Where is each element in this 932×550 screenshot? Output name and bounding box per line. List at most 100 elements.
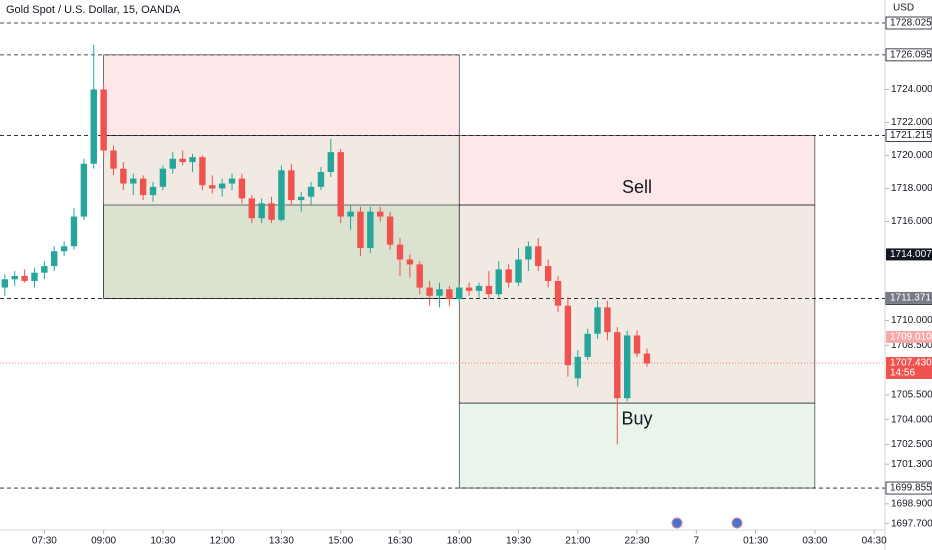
candle-body [179, 158, 186, 163]
candle-body [505, 269, 512, 283]
x-tick-label: 18:00 [447, 536, 472, 547]
candle-body [406, 259, 414, 265]
price-label: 1714.007 [890, 249, 932, 260]
candle-body [268, 203, 275, 220]
candle-body [80, 163, 88, 217]
candle-body [41, 266, 48, 273]
candle-body [584, 333, 591, 357]
level-label: 1699.855 [890, 483, 932, 494]
candle-body [218, 183, 226, 189]
x-tick-label: 07:30 [32, 536, 57, 547]
candle-body [307, 186, 315, 197]
candle-body [623, 335, 631, 399]
x-tick-label: 15:00 [328, 536, 353, 547]
level-label: 1728.025 [890, 18, 932, 29]
event-icon[interactable] [731, 517, 743, 529]
price-label: 1707.430 [890, 358, 932, 369]
annotation: Sell [622, 177, 652, 197]
currency: USD [893, 3, 914, 14]
zone [458, 135, 816, 206]
x-tick-label: 21:00 [565, 536, 590, 547]
candle-body [90, 89, 97, 164]
candle-body [574, 356, 581, 379]
price-label-box [886, 356, 932, 379]
candle-body [327, 152, 335, 172]
candle-body [485, 285, 493, 295]
candle-body [357, 211, 364, 248]
zone [458, 204, 816, 404]
y-tick-label: 1704.000 [891, 414, 932, 425]
candle-body [159, 168, 167, 187]
candle-body [199, 157, 206, 186]
candle-body [11, 275, 18, 280]
candle-body [594, 307, 601, 334]
candle-body [278, 170, 285, 220]
x-tick-label: 03:00 [802, 536, 827, 547]
candle-body [139, 178, 147, 196]
candle-body [317, 171, 325, 187]
candle-body [495, 269, 502, 295]
price-label-box [886, 248, 932, 261]
x-tick-label: 01:30 [743, 536, 768, 547]
candle-body [436, 289, 443, 296]
x-tick-label: 09:00 [91, 536, 116, 547]
candle-body [288, 170, 295, 201]
level-label-box [885, 129, 932, 142]
candle-body [337, 152, 344, 217]
price-label-box [886, 330, 932, 343]
candle-body [60, 246, 68, 252]
event-icon[interactable] [671, 517, 683, 529]
x-tick-label: 16:30 [387, 536, 412, 547]
candle-body [51, 251, 58, 267]
candle-body [643, 353, 651, 364]
candle-body [100, 89, 107, 151]
candle-body [169, 158, 176, 169]
y-tick-label: 1724.000 [891, 84, 932, 95]
y-tick-label: 1701.300 [891, 459, 932, 470]
x-tick-label: 13:30 [269, 536, 294, 547]
price-label-box [886, 291, 932, 304]
y-tick-label: 1705.500 [891, 389, 932, 400]
level-label-box [885, 48, 932, 62]
zone [103, 54, 460, 136]
candle-body [297, 196, 305, 201]
x-tick-label: 19:30 [506, 536, 531, 547]
y-tick-label: 1716.000 [891, 216, 932, 227]
candle-body [426, 287, 433, 296]
level-label-box [885, 16, 932, 30]
x-tick-label: 22:30 [625, 536, 650, 547]
candle-body [238, 178, 246, 199]
x-tick-label: 10:30 [150, 536, 175, 547]
candle-body [525, 246, 532, 260]
x-tick-label: 7 [694, 536, 700, 547]
candle-body [604, 307, 611, 333]
candle-body [130, 178, 137, 184]
level-label-box [885, 481, 932, 495]
candle-body [31, 272, 38, 281]
candle-body [347, 211, 354, 217]
candle-body [70, 216, 78, 247]
annotation: Buy [622, 408, 653, 428]
candle-body [248, 198, 256, 219]
candle-body [21, 275, 28, 281]
candle-body [456, 287, 463, 300]
price-label: 1709.010 [890, 332, 932, 343]
candle-body [564, 305, 572, 366]
candle-body [416, 264, 423, 288]
level-label: 1726.095 [890, 49, 932, 60]
y-tick-label: 1722.000 [891, 117, 932, 128]
candle-body [120, 168, 127, 184]
candle-body [614, 332, 621, 399]
zone [458, 402, 816, 489]
candle-body [367, 211, 374, 248]
candle-body [377, 211, 384, 217]
candle-body [110, 150, 117, 169]
countdown: 14:56 [890, 368, 915, 379]
candle-body [544, 266, 552, 281]
x-tick-label: 12:00 [210, 536, 235, 547]
candle-body [1, 279, 9, 288]
candle-body [396, 244, 404, 260]
candle-body [189, 157, 196, 163]
price-label: 1711.371 [890, 293, 931, 304]
